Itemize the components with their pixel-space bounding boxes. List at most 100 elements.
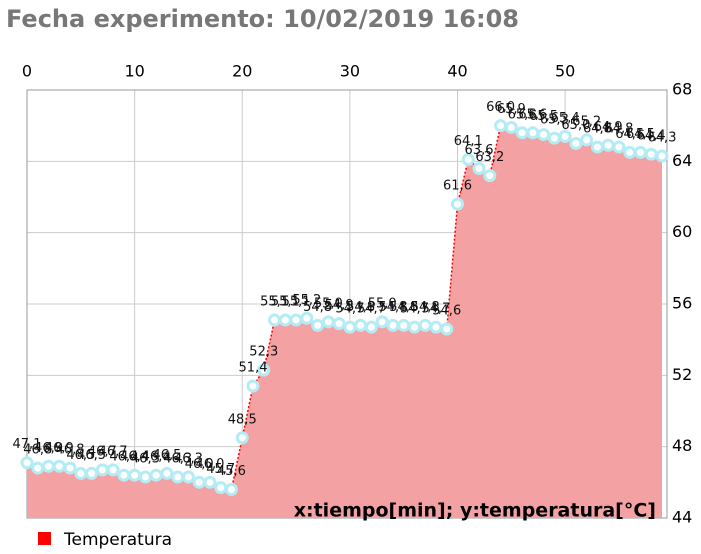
data-label: 65,6 (508, 107, 537, 122)
x-tick-label: 20 (232, 62, 252, 81)
data-label: 55,2 (292, 293, 321, 308)
data-label: 64,9 (594, 120, 623, 135)
y-tick-label: 64 (672, 151, 692, 170)
x-tick-label: 30 (340, 62, 360, 81)
data-label: 45,6 (217, 464, 246, 479)
y-tick-label: 60 (672, 222, 692, 241)
data-label: 54,8 (389, 300, 418, 315)
data-label: 47,1 (13, 437, 42, 452)
data-label: 46,4 (120, 450, 149, 465)
x-tick-label: 50 (555, 62, 575, 81)
point (278, 313, 292, 327)
data-label: 46,9 (34, 441, 63, 456)
point (386, 318, 400, 332)
chart-title: Fecha experimento: 10/02/2019 16:08 (6, 5, 519, 33)
data-label: 46,3 (174, 451, 203, 466)
data-label: 52,3 (249, 344, 278, 359)
data-label: 46,4 (142, 450, 171, 465)
data-label: 65,2 (572, 114, 601, 129)
point (321, 315, 335, 329)
legend-label: Temperatura (63, 530, 172, 550)
point (246, 379, 260, 393)
point (181, 470, 195, 484)
data-label: 46,9 (45, 441, 74, 456)
point (504, 120, 518, 134)
point (644, 147, 658, 161)
y-tick-label: 52 (672, 365, 692, 384)
point (300, 311, 314, 325)
data-label: 54,8 (346, 300, 375, 315)
point (117, 468, 131, 482)
data-label: 55,0 (368, 296, 397, 311)
x-tick-label: 10 (124, 62, 144, 81)
data-label: 46,0 (185, 457, 214, 472)
point (547, 131, 561, 145)
data-label: 46,8 (56, 443, 85, 458)
point (633, 145, 647, 159)
data-label: 64,5 (615, 127, 644, 142)
point (537, 128, 551, 142)
data-label: 65,9 (497, 102, 526, 117)
point (558, 129, 572, 143)
point (483, 169, 497, 183)
data-label: 46,3 (131, 451, 160, 466)
point (203, 475, 217, 489)
data-label: 54,6 (432, 303, 461, 318)
point (429, 320, 443, 334)
point (95, 463, 109, 477)
data-label: 63,6 (465, 143, 494, 158)
data-label: 54,7 (357, 302, 386, 317)
data-label: 46,4 (109, 450, 138, 465)
data-label: 46,3 (163, 451, 192, 466)
point (224, 482, 238, 496)
data-label: 54,7 (335, 302, 364, 317)
point (494, 119, 508, 133)
data-label: 64,4 (637, 129, 666, 144)
point (268, 313, 282, 327)
point (623, 145, 637, 159)
y-tick-label: 56 (672, 294, 692, 313)
legend-swatch (38, 532, 51, 545)
point (515, 126, 529, 140)
point (235, 431, 249, 445)
point (85, 466, 99, 480)
point (128, 468, 142, 482)
point (655, 149, 669, 163)
point (311, 318, 325, 332)
point (42, 459, 56, 473)
point (440, 322, 454, 336)
data-label: 46,5 (77, 448, 106, 463)
y-tick-label: 68 (672, 80, 692, 99)
point (332, 317, 346, 331)
point (375, 315, 389, 329)
point (590, 140, 604, 154)
data-label: 55,1 (282, 295, 311, 310)
point (601, 138, 615, 152)
point (354, 318, 368, 332)
data-label: 46,8 (23, 443, 52, 458)
data-label: 66,0 (486, 100, 515, 115)
area (27, 125, 662, 519)
point (364, 320, 378, 334)
annotation: x:tiempo[min]; y:temperatura[°C] (294, 500, 656, 522)
data-label: 54,7 (400, 302, 429, 317)
point (472, 161, 486, 175)
point (407, 320, 421, 334)
point (160, 466, 174, 480)
data-label: 64,5 (626, 127, 655, 142)
data-label: 55,0 (314, 296, 343, 311)
point (289, 313, 303, 327)
point (63, 461, 77, 475)
data-label: 64,1 (454, 134, 483, 149)
y-tick-label: 48 (672, 436, 692, 455)
point (171, 470, 185, 484)
point (214, 481, 228, 495)
data-label: 54,8 (378, 300, 407, 315)
data-label: 65,0 (561, 118, 590, 133)
y-tick-label: 44 (672, 508, 692, 527)
point (257, 363, 271, 377)
data-label: 64,8 (604, 122, 633, 137)
data-label: 54,8 (303, 300, 332, 315)
data-label: 46,5 (66, 448, 95, 463)
